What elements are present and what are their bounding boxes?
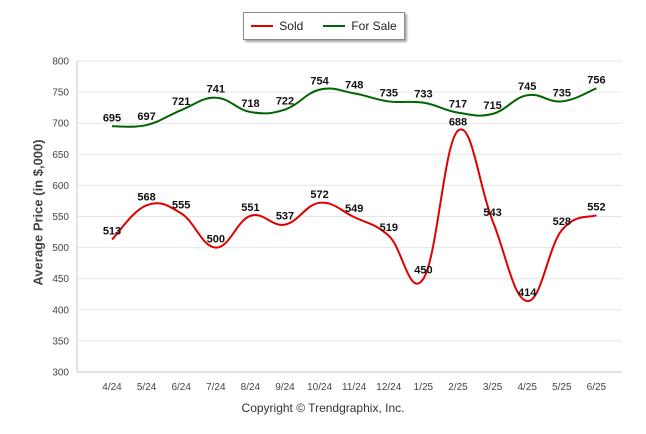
- x-tick-label: 7/24: [206, 382, 226, 393]
- data-label-sold: 450: [414, 265, 432, 277]
- data-label-sold: 568: [137, 191, 155, 203]
- legend-swatch-sold: [251, 25, 274, 27]
- y-tick-label: 550: [52, 212, 69, 223]
- y-tick-label: 450: [52, 274, 69, 285]
- y-tick-label: 400: [52, 305, 69, 316]
- copyright-text: Copyright © Trendgraphix, Inc.: [241, 401, 405, 415]
- data-label-for-sale: 721: [172, 96, 190, 108]
- data-label-sold: 513: [103, 226, 121, 238]
- x-tick-label: 10/24: [307, 382, 332, 393]
- y-tick-label: 350: [52, 336, 69, 347]
- data-label-sold: 688: [449, 117, 467, 129]
- series-line-for-sale: [111, 87, 597, 128]
- data-label-for-sale: 717: [449, 99, 467, 111]
- legend: Sold For Sale: [243, 12, 405, 40]
- data-label-for-sale: 733: [414, 89, 432, 101]
- x-tick-label: 1/25: [414, 382, 434, 393]
- x-tick-label: 6/24: [171, 382, 191, 393]
- data-label-for-sale: 741: [207, 84, 225, 96]
- data-label-sold: 555: [172, 199, 190, 211]
- data-label-for-sale: 718: [241, 98, 259, 110]
- data-label-for-sale: 745: [518, 81, 536, 93]
- data-label-for-sale: 756: [587, 74, 605, 86]
- data-label-sold: 549: [345, 203, 363, 215]
- y-tick-label: 650: [52, 150, 69, 161]
- data-label-sold: 543: [483, 207, 501, 219]
- legend-label-for-sale: For Sale: [351, 19, 397, 33]
- data-label-for-sale: 697: [137, 111, 155, 123]
- legend-item-sold[interactable]: Sold: [251, 19, 303, 33]
- data-label-sold: 572: [310, 189, 328, 201]
- data-label-for-sale: 735: [553, 87, 571, 99]
- data-label-sold: 552: [587, 201, 605, 213]
- data-label-sold: 528: [553, 216, 571, 228]
- data-label-sold: 519: [380, 222, 398, 234]
- data-label-sold: 551: [241, 202, 259, 214]
- data-label-for-sale: 715: [483, 100, 501, 112]
- x-tick-label: 6/25: [587, 382, 607, 393]
- legend-item-for-sale[interactable]: For Sale: [323, 19, 397, 33]
- data-label-for-sale: 754: [310, 76, 329, 88]
- y-tick-label: 300: [52, 368, 69, 379]
- x-tick-label: 12/24: [376, 382, 401, 393]
- data-label-for-sale: 735: [380, 87, 398, 99]
- x-tick-label: 5/25: [552, 382, 572, 393]
- y-tick-label: 600: [52, 181, 69, 192]
- data-label-sold: 537: [276, 211, 294, 223]
- x-tick-label: 5/24: [137, 382, 157, 393]
- x-tick-label: 11/24: [342, 382, 367, 393]
- x-tick-label: 3/25: [483, 382, 503, 393]
- data-label-sold: 500: [207, 234, 225, 246]
- x-tick-label: 4/25: [517, 382, 537, 393]
- series-line-sold: [111, 128, 597, 303]
- x-tick-label: 9/24: [275, 382, 295, 393]
- data-label-sold: 414: [518, 287, 537, 299]
- data-label-for-sale: 695: [103, 112, 121, 124]
- data-label-for-sale: 722: [276, 96, 294, 108]
- legend-swatch-for-sale: [323, 25, 346, 27]
- y-tick-label: 750: [52, 88, 69, 99]
- data-label-for-sale: 748: [345, 79, 363, 91]
- y-tick-label: 700: [52, 119, 69, 130]
- x-tick-label: 4/24: [102, 382, 122, 393]
- y-tick-label: 500: [52, 243, 69, 254]
- x-tick-label: 8/24: [241, 382, 261, 393]
- x-tick-label: 2/25: [448, 382, 468, 393]
- y-axis-title: Average Price (in $,000): [30, 139, 46, 286]
- legend-label-sold: Sold: [279, 19, 304, 33]
- y-tick-label: 800: [52, 57, 69, 68]
